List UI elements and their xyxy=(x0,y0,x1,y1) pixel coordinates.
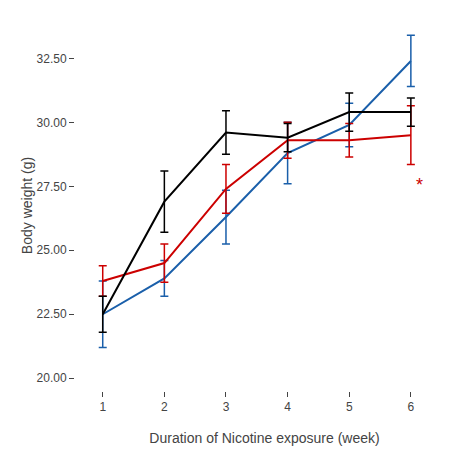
svg-text:32.50: 32.50 xyxy=(37,52,67,66)
svg-text:3: 3 xyxy=(223,400,230,414)
svg-text:4: 4 xyxy=(284,400,291,414)
svg-text:*: * xyxy=(416,175,423,195)
svg-text:2: 2 xyxy=(161,400,168,414)
svg-text:22.50: 22.50 xyxy=(37,307,67,321)
svg-text:27.50: 27.50 xyxy=(37,180,67,194)
svg-text:25.00: 25.00 xyxy=(37,243,67,257)
svg-text:30.00: 30.00 xyxy=(37,116,67,130)
svg-text:5: 5 xyxy=(346,400,353,414)
svg-text:Body weight (g): Body weight (g) xyxy=(19,157,35,254)
svg-text:Duration of Nicotine exposure: Duration of Nicotine exposure (week) xyxy=(149,430,379,446)
svg-text:20.00: 20.00 xyxy=(37,371,67,385)
svg-text:1: 1 xyxy=(99,400,106,414)
svg-text:6: 6 xyxy=(408,400,415,414)
